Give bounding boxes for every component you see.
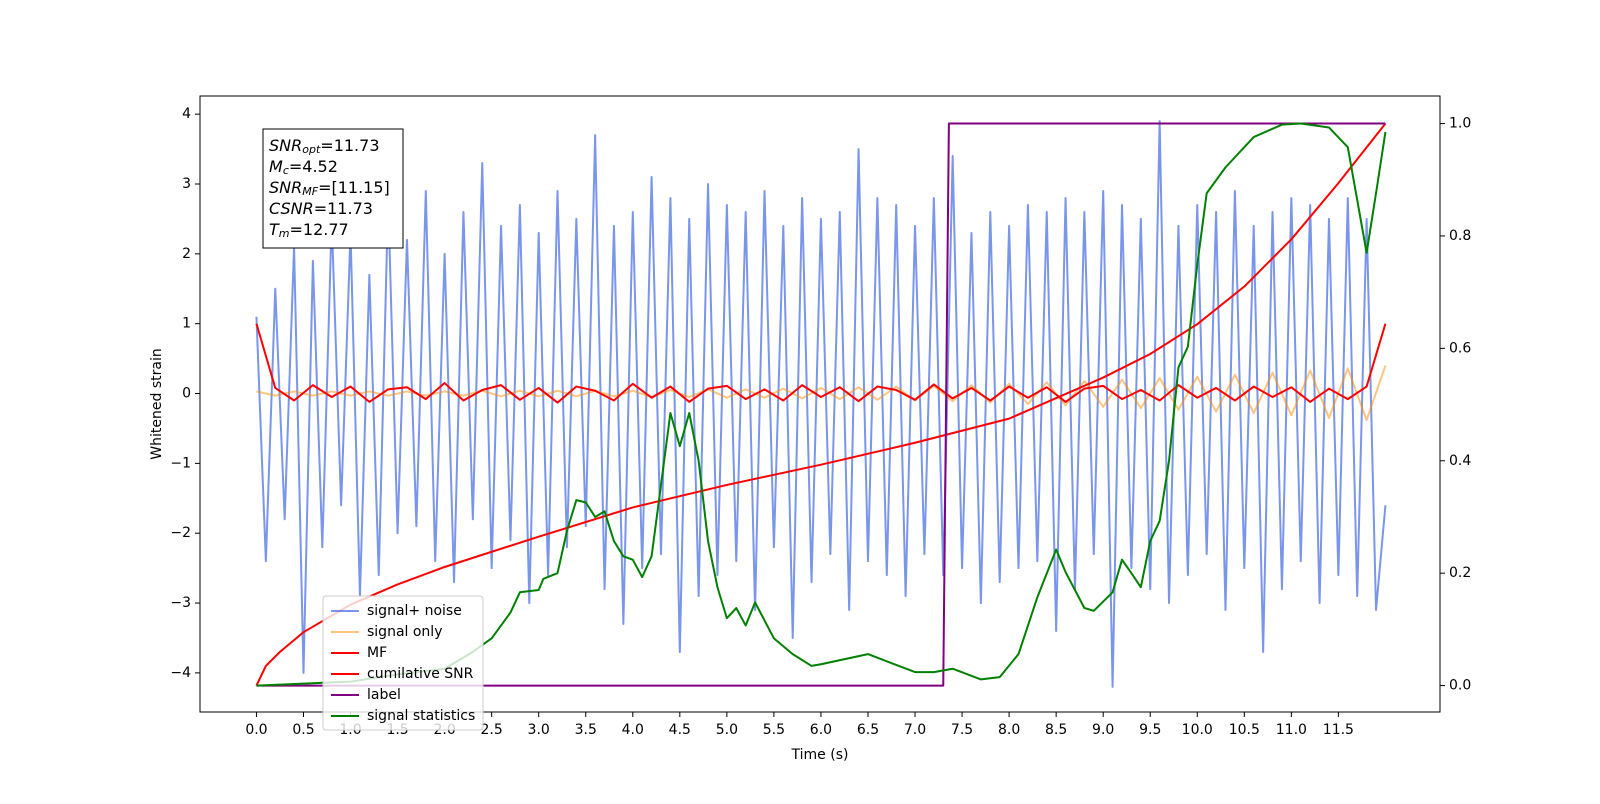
x-tick-label: 9.0	[1092, 722, 1114, 738]
x-tick-label: 8.5	[1045, 722, 1067, 738]
x-tick-label: 9.5	[1139, 722, 1161, 738]
x-tick-label: 6.0	[810, 722, 832, 738]
y2-tick-label: 0.8	[1449, 228, 1471, 244]
y2-tick-label: 1.0	[1449, 116, 1471, 132]
annotation-value: =12.77	[290, 220, 349, 239]
series-line	[256, 122, 1387, 687]
x-axis-label: Time (s)	[791, 747, 849, 763]
annotation-box: SNRopt=11.73Mc=4.52SNRMF=[11.15]CSNR=11.…	[262, 128, 404, 249]
y-tick-label: 0	[182, 386, 191, 402]
annotation-line: SNRopt=11.73	[269, 136, 380, 157]
annotation-line: Mc=4.52	[269, 157, 338, 178]
y-tick-label: 3	[182, 176, 191, 192]
annotation-variable: T	[269, 220, 280, 239]
y-tick-label: −2	[170, 525, 191, 541]
x-tick-label: 5.0	[716, 722, 738, 738]
series-line	[255, 122, 1387, 687]
annotation-subscript: c	[283, 164, 289, 177]
x-tick-label: 3.5	[575, 722, 597, 738]
y2-tick-label: 0.2	[1449, 565, 1471, 581]
legend: signal+ noise signal only MF cumilative SNR…	[322, 595, 484, 731]
annotation-variable: CSNR	[269, 199, 314, 218]
x-tick-label: 5.5	[763, 722, 785, 738]
annotation-line: SNRMF=[11.15]	[269, 178, 390, 199]
x-tick-label: 11.5	[1323, 722, 1354, 738]
annotation-variable: SNR	[269, 178, 302, 197]
series-line	[256, 122, 1386, 687]
x-tick-label: 0.5	[292, 722, 314, 738]
y-tick-label: −3	[170, 595, 191, 611]
series-line	[256, 365, 1387, 422]
y2-tick-label: 0.0	[1449, 678, 1471, 694]
annotation-variable: SNR	[269, 136, 302, 155]
x-tick-label: 11.0	[1276, 722, 1307, 738]
annotation-line: Tm=12.77	[269, 220, 349, 241]
annotation-value: =11.73	[314, 199, 373, 218]
legend-label: MF	[367, 645, 387, 661]
y-tick-label: 1	[182, 316, 191, 332]
x-tick-label: 2.5	[481, 722, 503, 738]
x-tick-label: 6.5	[857, 722, 879, 738]
x-tick-label: 7.0	[904, 722, 926, 738]
legend-label: label	[367, 687, 401, 703]
annotation-value: =4.52	[289, 157, 338, 176]
y2-tick-label: 0.4	[1449, 453, 1471, 469]
annotation-line: CSNR=11.73	[269, 199, 373, 218]
annotation-subscript: m	[279, 227, 290, 240]
y-axis-label: Whitened strain	[149, 348, 165, 459]
legend-frame	[322, 595, 484, 731]
x-tick-label: 4.5	[669, 722, 691, 738]
series-line	[255, 120, 1387, 688]
y-tick-label: −1	[170, 455, 191, 471]
legend-label: signal statistics	[367, 708, 475, 724]
y-tick-label: −4	[170, 665, 191, 681]
annotation-subscript: opt	[302, 143, 321, 156]
y-tick-label: 2	[182, 246, 191, 262]
x-tick-label: 4.0	[622, 722, 644, 738]
y2-tick-label: 0.6	[1449, 340, 1471, 356]
annotation-value: =11.73	[320, 136, 379, 155]
annotation-value: =[11.15]	[318, 178, 390, 197]
legend-label: cumilative SNR	[367, 666, 474, 682]
x-tick-label: 3.0	[528, 722, 550, 738]
x-tick-label: 10.0	[1182, 722, 1213, 738]
y-tick-label: 4	[182, 106, 191, 122]
plot-frame	[199, 95, 1441, 713]
annotation-variable: M	[269, 157, 283, 176]
legend-label: signal+ noise	[367, 603, 462, 619]
x-tick-label: 7.5	[951, 722, 973, 738]
x-tick-label: 0.0	[245, 722, 267, 738]
series-line	[255, 323, 1387, 404]
legend-label: signal only	[367, 624, 442, 640]
x-tick-label: 10.5	[1229, 722, 1260, 738]
annotation-frame	[262, 128, 404, 249]
annotation-subscript: MF	[302, 185, 318, 198]
x-tick-label: 8.0	[998, 722, 1020, 738]
